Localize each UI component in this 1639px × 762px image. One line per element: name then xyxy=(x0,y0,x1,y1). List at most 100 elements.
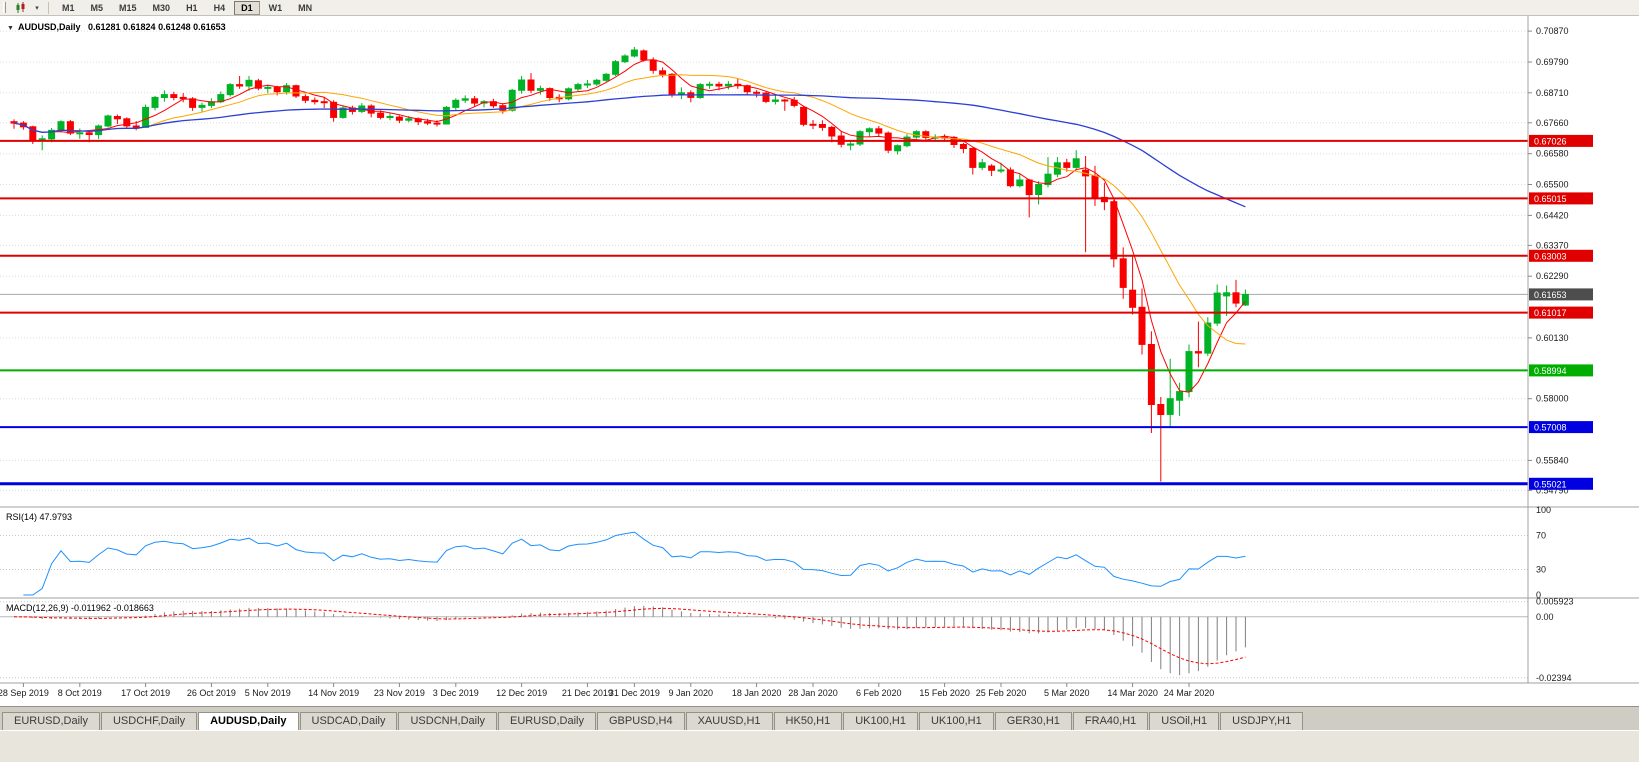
candle-body xyxy=(922,131,930,138)
candle-body xyxy=(546,88,554,98)
candle-body xyxy=(339,107,347,118)
candle-body xyxy=(630,49,638,57)
chart-tab-ger30-h1[interactable]: GER30,H1 xyxy=(994,712,1072,730)
chart-dropdown-caret-icon[interactable]: ▾ xyxy=(32,4,42,12)
candle-body xyxy=(1185,351,1193,393)
timeframe-button-w1[interactable]: W1 xyxy=(262,1,290,15)
chart-tab-hk50-h1[interactable]: HK50,H1 xyxy=(773,712,843,730)
candle-body xyxy=(621,55,629,63)
date-axis-label: 28 Sep 2019 xyxy=(0,688,49,698)
candle-body xyxy=(245,79,253,87)
chart-tab-uk100-h1[interactable]: UK100,H1 xyxy=(843,712,918,730)
date-axis-label: 15 Feb 2020 xyxy=(919,688,970,698)
chart-tab-fra40-h1[interactable]: FRA40,H1 xyxy=(1072,712,1149,730)
price-level-badge xyxy=(1529,134,1593,147)
price-axis-label: 0.58000 xyxy=(1536,394,1569,404)
candle-body xyxy=(762,92,770,102)
rsi-line xyxy=(23,531,1246,596)
candle-body xyxy=(1091,175,1099,198)
macd-scale-label: 0.00 xyxy=(1536,612,1554,622)
price-axis-label: 0.66580 xyxy=(1536,149,1569,159)
chart-tab-audusd-daily[interactable]: AUDUSD,Daily xyxy=(198,712,299,730)
candle-body xyxy=(132,125,140,128)
candle-body xyxy=(856,131,864,145)
candle-body xyxy=(301,96,309,101)
date-axis-label: 14 Mar 2020 xyxy=(1107,688,1158,698)
candle-body xyxy=(565,88,573,100)
candle-body xyxy=(1157,404,1165,415)
timeframe-toolbar: ▾ M1 M5 M15 M30 H1 H4 D1 W1 MN xyxy=(0,0,1639,16)
current-price-badge-label: 0.61653 xyxy=(1534,290,1567,300)
date-axis-label: 17 Oct 2019 xyxy=(121,688,170,698)
candle-body xyxy=(452,99,460,108)
candle-body xyxy=(236,84,244,87)
candle-body xyxy=(1166,398,1174,415)
candle-body xyxy=(1129,289,1137,308)
timeframe-buttons-group: M1 M5 M15 M30 H1 H4 D1 W1 MN xyxy=(55,0,319,15)
toolbar-drag-handle[interactable] xyxy=(3,2,6,13)
chart-title-ohlc: 0.61281 0.61824 0.61248 0.61653 xyxy=(88,22,226,32)
candle-body xyxy=(283,85,291,93)
chart-menu-icon[interactable]: ▼ xyxy=(7,25,14,32)
candle-body xyxy=(151,96,159,108)
price-level-badge-label: 0.63003 xyxy=(1534,251,1567,261)
price-axis-label: 0.62290 xyxy=(1536,271,1569,281)
rsi-scale-label: 100 xyxy=(1536,505,1551,515)
chart-tab-eurusd-daily[interactable]: EURUSD,Daily xyxy=(498,712,596,730)
candle-body xyxy=(969,148,977,168)
candle-body xyxy=(1147,344,1155,405)
chart-tab-uk100-h1[interactable]: UK100,H1 xyxy=(918,712,994,730)
date-axis-label: 21 Dec 2019 xyxy=(562,688,613,698)
candle-body xyxy=(433,122,441,125)
candle-body xyxy=(781,99,789,102)
chart-tab-usoil-h1[interactable]: USOil,H1 xyxy=(1149,712,1220,730)
ma-fast-line xyxy=(13,59,1246,393)
candle-body xyxy=(715,83,723,87)
candle-body xyxy=(424,121,432,124)
candle-body xyxy=(104,115,112,127)
timeframe-button-m30[interactable]: M30 xyxy=(146,1,178,15)
chart-tab-usdjpy-h1[interactable]: USDJPY,H1 xyxy=(1220,712,1304,730)
candle-body xyxy=(330,101,338,118)
timeframe-button-mn[interactable]: MN xyxy=(291,1,319,15)
chart-tab-eurusd-daily[interactable]: EURUSD,Daily xyxy=(2,712,100,730)
candle-body xyxy=(405,118,413,121)
candle-body xyxy=(668,73,676,96)
candle-body xyxy=(1138,306,1146,345)
price-level-badge xyxy=(1529,249,1593,262)
chart-tab-usdchf-daily[interactable]: USDCHF,Daily xyxy=(100,712,198,730)
price-chart-svg[interactable]: 0.70870 0.69790 0.68710 0.67660 0.66580 0.655… xyxy=(0,16,1639,706)
candle-body xyxy=(583,83,591,86)
candle-body xyxy=(809,123,817,126)
chart-tab-usdcnh-daily[interactable]: USDCNH,Daily xyxy=(398,712,498,730)
candle-body xyxy=(198,104,206,108)
price-level-badge-label: 0.67026 xyxy=(1534,136,1567,146)
ma-mid-line xyxy=(13,74,1246,345)
timeframe-button-m1[interactable]: M1 xyxy=(55,1,82,15)
timeframe-button-h1[interactable]: H1 xyxy=(179,1,205,15)
date-axis-label: 31 Dec 2019 xyxy=(609,688,660,698)
candle-body xyxy=(123,118,131,127)
chart-tab-xauusd-h1[interactable]: XAUUSD,H1 xyxy=(685,712,773,730)
candle-body xyxy=(1241,293,1249,306)
chart-type-icon[interactable] xyxy=(12,1,30,15)
date-axis-label: 26 Oct 2019 xyxy=(187,688,236,698)
timeframe-button-m15[interactable]: M15 xyxy=(112,1,144,15)
rsi-indicator-label: RSI(14) 47.9793 xyxy=(6,512,72,522)
timeframe-button-d1[interactable]: D1 xyxy=(234,0,260,15)
chart-tab-gbpusd-h4[interactable]: GBPUSD,H4 xyxy=(597,712,685,730)
candle-body xyxy=(1194,351,1202,354)
candle-body xyxy=(1110,201,1118,260)
candle-body xyxy=(170,94,178,98)
candle-body xyxy=(1035,184,1043,195)
date-axis-label: 12 Dec 2019 xyxy=(496,688,547,698)
price-level-badge-label: 0.55021 xyxy=(1534,479,1567,489)
candle-body xyxy=(76,132,84,135)
candle-body xyxy=(1072,158,1080,168)
candle-body xyxy=(273,86,281,93)
timeframe-button-m5[interactable]: M5 xyxy=(84,1,111,15)
candle-body xyxy=(696,84,704,98)
chart-tab-usdcad-daily[interactable]: USDCAD,Daily xyxy=(299,712,398,730)
candle-body xyxy=(724,83,732,87)
timeframe-button-h4[interactable]: H4 xyxy=(207,1,233,15)
